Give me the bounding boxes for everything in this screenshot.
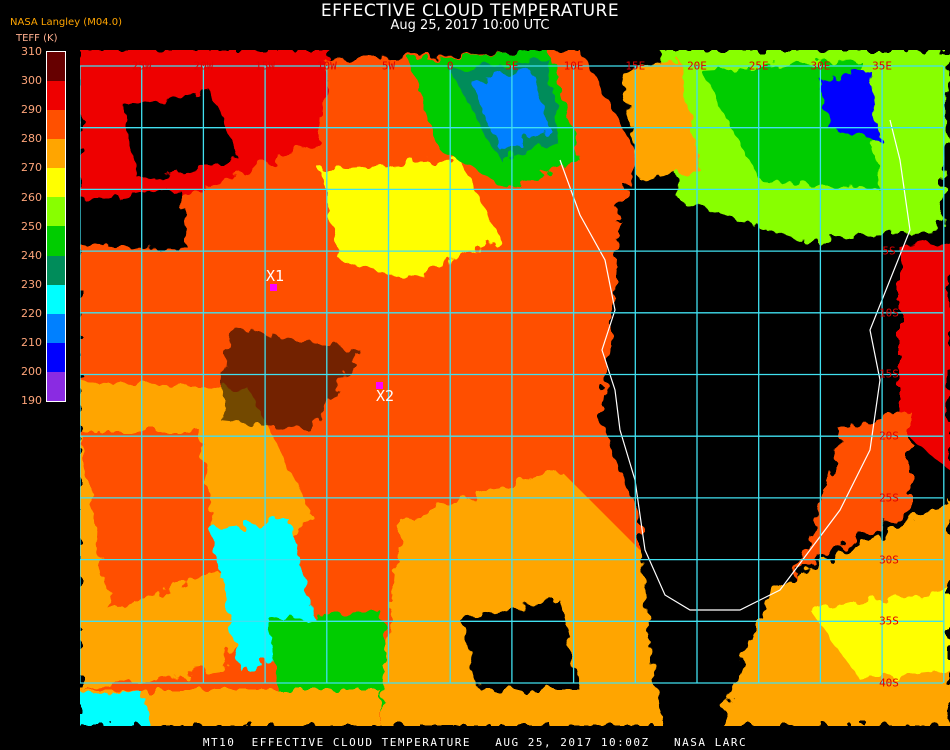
lon-label: 5W <box>381 59 396 73</box>
legend-swatch <box>47 81 65 111</box>
legend-swatch <box>47 110 65 140</box>
legend-tick-label: 270 <box>21 161 42 175</box>
legend-swatch <box>47 313 65 343</box>
chart-datetime: Aug 25, 2017 10:00 UTC <box>390 18 550 33</box>
legend-swatch <box>47 371 65 401</box>
satellite-map <box>80 50 950 726</box>
color-legend-bar <box>46 51 66 402</box>
lon-label: 25E <box>748 59 769 73</box>
lat-label: 10S <box>879 306 899 320</box>
legend-swatch <box>47 52 65 82</box>
legend-tick-label: 200 <box>21 365 42 379</box>
lon-label: 20E <box>687 59 707 73</box>
lat-label: 15S <box>879 367 899 381</box>
lon-label: 15E <box>625 59 646 73</box>
lat-label: 40S <box>879 676 899 690</box>
legend-swatch <box>47 226 65 256</box>
legend-tick-label: 260 <box>21 190 42 204</box>
legend-tick-label: 290 <box>21 103 42 117</box>
legend-swatch <box>47 139 65 169</box>
chart-title: EFFECTIVE CLOUD TEMPERATURE <box>320 1 620 21</box>
legend-tick-label: 220 <box>21 306 42 320</box>
footer-caption: MT10 EFFECTIVE CLOUD TEMPERATURE AUG 25,… <box>202 736 748 749</box>
lon-label: 35E <box>872 59 893 73</box>
source-label: NASA Langley (M04.0) <box>10 17 122 28</box>
lon-label: 30E <box>810 59 831 73</box>
lat-lon-grid <box>80 65 945 684</box>
lon-label: 0 <box>446 59 454 73</box>
legend-tick-label: 300 <box>21 74 42 88</box>
marker-x2-point <box>376 382 383 389</box>
lat-label: 25S <box>879 491 899 505</box>
legend-tick-label: 210 <box>21 336 42 349</box>
lon-label: 25W <box>131 59 152 73</box>
legend-swatch <box>47 168 65 198</box>
lat-label: 5S <box>882 244 896 258</box>
lon-label: 10W <box>316 59 337 73</box>
marker-x1-point <box>270 284 277 291</box>
lat-label: 20S <box>879 429 899 443</box>
lon-label: 10E <box>563 59 584 73</box>
legend-swatch <box>47 342 65 372</box>
legend-unit: TEFF (K) <box>16 33 58 44</box>
legend-swatch <box>47 284 65 314</box>
legend-tick-label: 280 <box>21 132 42 146</box>
coastline <box>559 119 911 611</box>
lat-label: 35S <box>879 614 899 628</box>
legend-tick-label: 250 <box>21 219 42 233</box>
marker-x1-label: X1 <box>266 267 285 285</box>
legend-swatch <box>47 197 65 227</box>
marker-x2-label: X2 <box>376 387 395 405</box>
lon-label: 5E <box>505 59 519 73</box>
lon-label: 15W <box>255 59 276 73</box>
lon-label: 20W <box>193 59 214 73</box>
legend-tick-label: 240 <box>21 248 42 262</box>
legend-tick-label: 230 <box>21 277 42 291</box>
lat-label: 30S <box>879 553 899 566</box>
legend-tick-label: 190 <box>21 394 42 408</box>
legend-tick-label: 310 <box>21 45 42 58</box>
legend-swatch <box>47 255 65 285</box>
